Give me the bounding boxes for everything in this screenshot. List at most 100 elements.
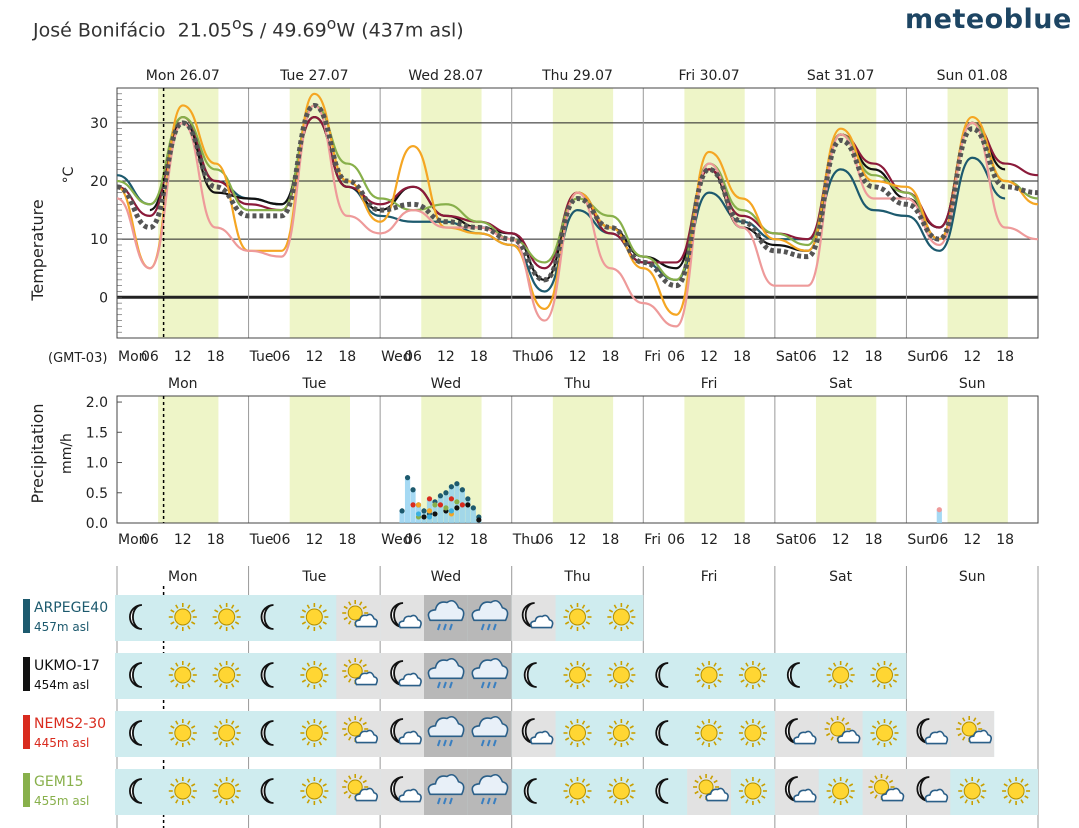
sun-ray xyxy=(585,783,591,787)
sun-ray xyxy=(962,736,966,741)
sun-ray xyxy=(322,679,327,683)
sun-ray xyxy=(343,721,348,726)
precip-point xyxy=(410,487,416,493)
temp-x-tick-day: Mon xyxy=(118,349,148,365)
sun-ray xyxy=(585,667,591,671)
temp-axis-label: Temperature xyxy=(28,199,47,301)
sun-ray xyxy=(175,604,179,609)
sun-ray xyxy=(1003,783,1008,787)
sun-ray xyxy=(581,625,586,630)
sun-ray xyxy=(629,783,634,787)
daylight-band xyxy=(947,396,1008,523)
sun-ray xyxy=(214,679,219,683)
sun-ray xyxy=(218,778,223,783)
temp-tick-label: 20 xyxy=(90,174,108,190)
sun-ray xyxy=(564,609,570,613)
temp-x-tick-hour: 06 xyxy=(141,349,159,365)
sun-ray xyxy=(892,725,898,729)
sun-ray xyxy=(234,667,240,671)
sun-ray xyxy=(761,737,766,741)
rain-drop xyxy=(492,623,497,631)
sun-disc xyxy=(569,608,586,626)
sun-ray xyxy=(343,732,348,737)
cloud-shape xyxy=(354,729,379,744)
temp-x-tick-hour: 06 xyxy=(273,349,291,365)
cloud-shape xyxy=(837,729,861,744)
sun-disc xyxy=(174,782,192,800)
rain-drop xyxy=(486,623,491,631)
sun-ray xyxy=(740,725,745,729)
sun-ray xyxy=(828,679,833,683)
sun-ray xyxy=(629,667,634,671)
sun-ray xyxy=(848,795,854,799)
sun-ray xyxy=(976,778,980,783)
temp-tick-label: 0 xyxy=(99,290,108,306)
sun-ray xyxy=(740,679,745,683)
sun-ray xyxy=(170,725,175,729)
precip-x-tick-hour: 18 xyxy=(470,532,488,548)
sun-ray xyxy=(214,725,219,729)
sun-ray xyxy=(832,778,837,783)
sun-disc xyxy=(347,663,363,679)
model-altitude: 455m asl xyxy=(34,794,89,808)
sun-ray xyxy=(980,783,985,787)
sun-ray xyxy=(713,779,718,784)
sun-ray xyxy=(343,790,348,795)
sun-ray xyxy=(832,683,837,688)
sun-ray xyxy=(964,778,968,783)
sun-ray xyxy=(701,662,705,667)
sun-ray xyxy=(892,737,898,741)
precip-panel-frame xyxy=(116,395,1039,524)
sun-ray xyxy=(301,783,307,787)
sun-ray xyxy=(832,662,837,667)
sun-ray xyxy=(613,741,618,746)
sun-ray xyxy=(348,659,352,664)
precip-day-label: Sat xyxy=(829,376,852,392)
sun-ray xyxy=(214,737,219,741)
brand-logo[interactable]: meteoblue xyxy=(905,4,1072,35)
pictogram-day-label: Fri xyxy=(701,569,718,585)
temp-x-tick-hour: 12 xyxy=(174,349,192,365)
sun-icon xyxy=(826,661,855,689)
sun-ray xyxy=(848,667,854,671)
sun-ray xyxy=(757,662,761,667)
daylight-band xyxy=(815,88,877,338)
sun-icon xyxy=(300,603,329,631)
sun-ray xyxy=(348,736,352,741)
sun-ray xyxy=(698,775,703,780)
sun-ray xyxy=(608,667,614,671)
rain-drop xyxy=(442,623,447,631)
moon-shape xyxy=(655,720,669,746)
precip-x-tick-day: Sat xyxy=(776,532,799,548)
sun-ray xyxy=(844,662,849,667)
sun-ray xyxy=(359,659,363,664)
moon-cloud-icon xyxy=(784,718,817,745)
precip-tick-label: 1.5 xyxy=(86,425,108,441)
sun-disc xyxy=(612,608,630,626)
sun-ray xyxy=(348,601,352,606)
precip-x-tick-day: Tue xyxy=(249,532,274,548)
sun-ray xyxy=(717,725,722,729)
sun-ray xyxy=(234,679,240,683)
sun-ray xyxy=(745,778,749,783)
sun-ray xyxy=(230,683,235,688)
sun-ray xyxy=(170,737,175,741)
rain-drop xyxy=(480,623,485,631)
rain-drop xyxy=(436,739,441,747)
cloud-shape xyxy=(471,773,509,796)
sun-ray xyxy=(740,783,745,787)
precip-point xyxy=(426,514,433,520)
sun-icon xyxy=(212,661,241,689)
rain-icon xyxy=(471,599,509,631)
model-name: UKMO-17 xyxy=(34,658,100,674)
sun-ray xyxy=(564,679,570,683)
sun-ray xyxy=(569,720,574,725)
model-color-swatch xyxy=(23,773,30,807)
rain-drop xyxy=(436,797,441,805)
sun-ray xyxy=(218,683,223,688)
sun-ray xyxy=(629,609,634,613)
sun-ray xyxy=(191,679,196,683)
sun-ray xyxy=(608,679,614,683)
sun-ray xyxy=(170,795,175,799)
